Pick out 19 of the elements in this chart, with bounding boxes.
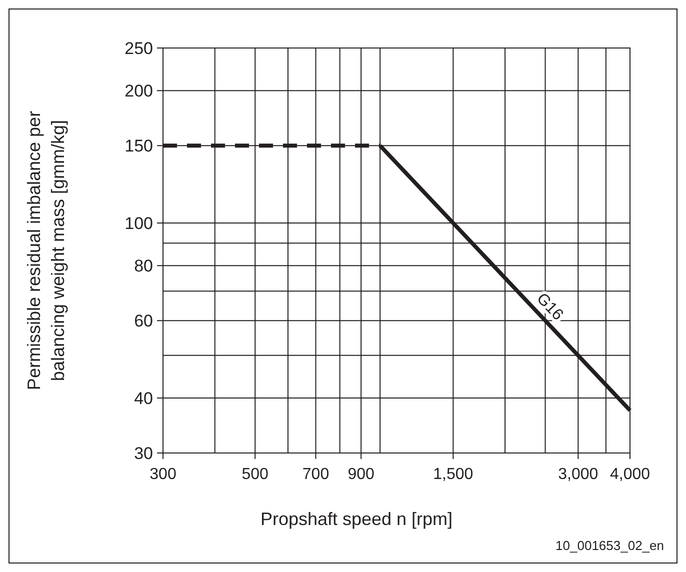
y-tick-label: 200: [124, 82, 153, 101]
y-tick-label: 40: [134, 389, 153, 408]
x-tick-label: 500: [242, 466, 269, 483]
x-tick-label: 300: [150, 466, 176, 483]
x-tick-label: 4,000: [610, 466, 650, 483]
text: 10_001653_02_en: [556, 538, 664, 553]
y-tick-label: 60: [134, 312, 153, 331]
x-tick-label: 3,000: [558, 466, 598, 483]
y-tick-label: 100: [124, 214, 153, 233]
y-tick-label: 250: [124, 38, 153, 58]
y-tick-label: 30: [134, 444, 153, 463]
y-tick-label: 150: [124, 136, 153, 156]
x-tick-label: 900: [348, 466, 375, 483]
x-tick-label: 1,500: [433, 466, 474, 483]
text: G16: [533, 290, 566, 324]
y-axis-title: Permissible residual imbalance per balancing weight mass [gmm/kg]: [24, 110, 68, 390]
y-tick-label: 80: [134, 256, 153, 276]
x-tick-label: 700: [302, 466, 330, 483]
x-axis-title: Propshaft speed n [rpm]: [260, 509, 453, 529]
